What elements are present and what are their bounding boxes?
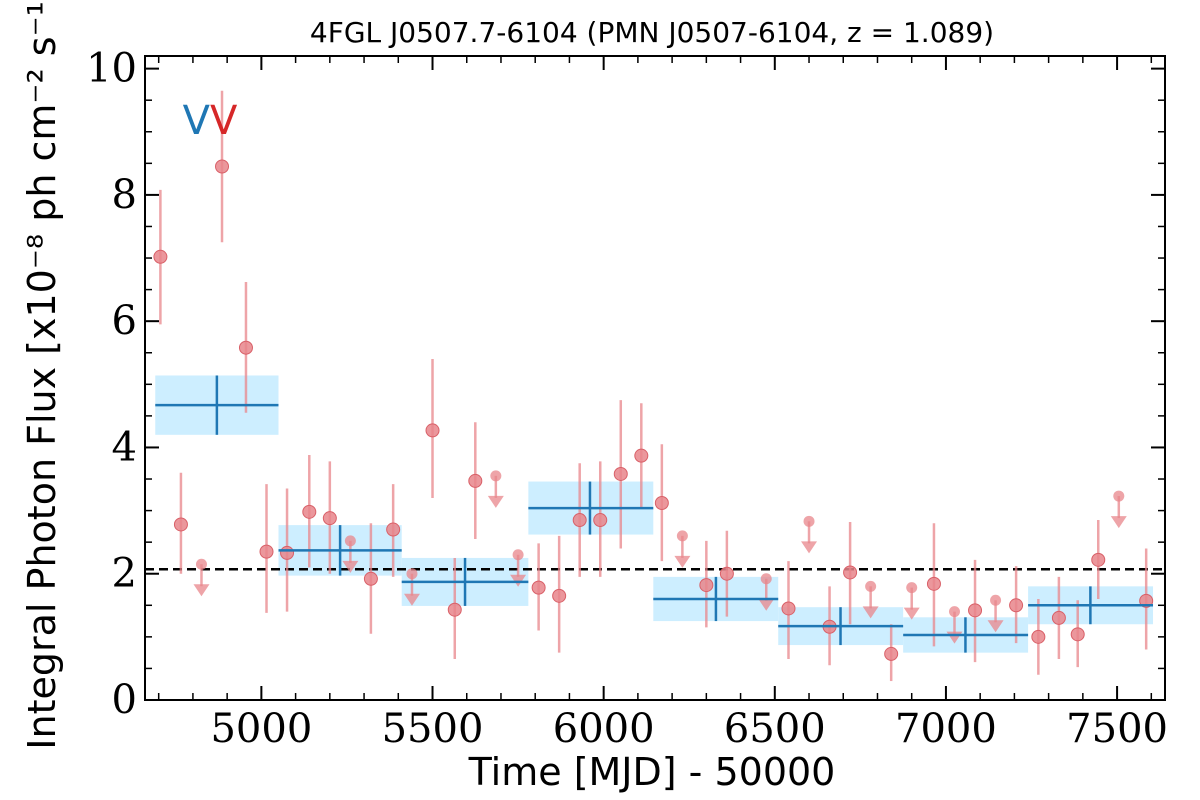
flux-point-5 <box>280 545 295 560</box>
flux-point-8 <box>363 571 378 586</box>
flux-point-12 <box>468 473 483 488</box>
flux-point-3 <box>238 340 253 355</box>
flux-point-10 <box>425 423 440 438</box>
y-tick-label-1: 2 <box>112 551 137 597</box>
flux-point-26 <box>926 576 941 591</box>
x-tick-label-4: 7000 <box>895 706 997 752</box>
flux-point-21 <box>719 566 734 581</box>
flux-point-24 <box>843 565 858 580</box>
x-tick-label-0: 5000 <box>210 706 312 752</box>
chart-title: 4FGL J0507.7-6104 (PMN J0507-6104, z = 1… <box>310 16 994 49</box>
flux-point-30 <box>1051 610 1066 625</box>
upper-limit-arrow-7 <box>801 541 818 554</box>
flux-point-0 <box>153 249 168 264</box>
x-tick-label-3: 6500 <box>724 706 826 752</box>
y-tick-label-0: 0 <box>112 677 137 723</box>
flux-point-17 <box>613 466 628 481</box>
x-axis-label: Time [MJD] - 50000 <box>468 750 836 794</box>
flux-points <box>153 90 1154 682</box>
flux-point-29 <box>1031 629 1046 644</box>
flux-point-32 <box>1091 552 1106 567</box>
y-tick-label-5: 10 <box>86 46 137 92</box>
upper-limit-arrow-1 <box>342 560 359 573</box>
flux-point-6 <box>302 504 317 519</box>
tick-labels: 5000 5500 6000 6500 7000 7500 0 2 4 6 8 10 <box>86 46 1168 752</box>
variability-marker-0: V <box>183 98 211 144</box>
upper-limit-arrow-5 <box>674 555 691 568</box>
flux-point-16 <box>593 513 608 528</box>
upper-limit-arrow-8 <box>862 606 879 619</box>
flux-point-11 <box>447 602 462 617</box>
flux-point-7 <box>322 511 337 526</box>
flux-point-2 <box>215 159 230 174</box>
flux-point-1 <box>173 517 188 532</box>
flux-point-27 <box>968 603 983 618</box>
upper-limit-arrow-6 <box>758 598 775 611</box>
y-tick-label-2: 4 <box>112 424 137 470</box>
y-tick-label-4: 8 <box>112 172 137 218</box>
upper-limits <box>193 470 1127 644</box>
flux-point-28 <box>1009 598 1024 613</box>
flux-point-4 <box>259 544 274 559</box>
flux-point-18 <box>634 448 649 463</box>
flux-point-20 <box>699 578 714 593</box>
flux-point-13 <box>531 580 546 595</box>
x-tick-label-5: 7500 <box>1066 706 1168 752</box>
binned-flux-lines <box>155 375 1154 653</box>
upper-limit-arrow-9 <box>903 607 920 620</box>
upper-limit-arrow-2 <box>403 593 420 606</box>
y-axis-label: Integral Photon Flux [x10⁻⁸ ph cm⁻² s⁻¹] <box>20 0 64 750</box>
flux-point-15 <box>572 513 587 528</box>
plot-frame <box>144 55 1166 701</box>
upper-limit-arrow-11 <box>987 620 1004 633</box>
flux-point-25 <box>884 646 899 661</box>
upper-limit-arrow-12 <box>1110 516 1127 529</box>
plot-frame-rect <box>144 55 1166 701</box>
flux-point-19 <box>654 496 669 511</box>
upper-limit-arrow-0 <box>193 584 210 597</box>
upper-limit-arrow-3 <box>487 495 504 508</box>
flux-point-22 <box>781 601 796 616</box>
variability-marker-1: V <box>210 98 238 144</box>
axis-ticks <box>145 56 1165 701</box>
flux-point-14 <box>552 588 567 603</box>
x-tick-label-2: 6000 <box>553 706 655 752</box>
flux-point-31 <box>1070 627 1085 642</box>
y-tick-label-3: 6 <box>112 298 137 344</box>
flux-point-9 <box>386 522 401 537</box>
x-tick-label-1: 5500 <box>382 706 484 752</box>
